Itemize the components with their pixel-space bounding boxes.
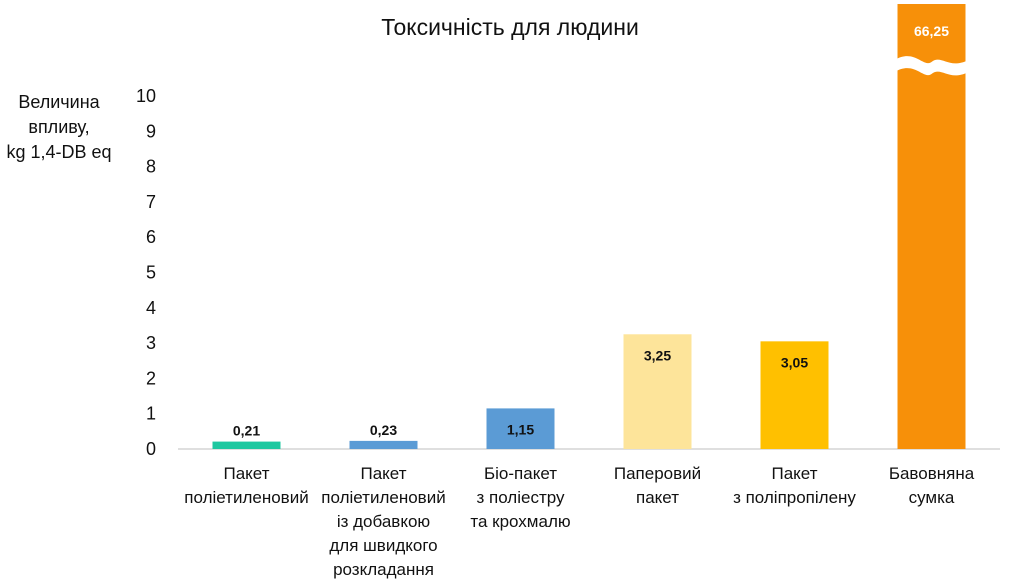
data-label: 0,23 [370, 422, 397, 438]
bar [623, 334, 692, 449]
data-label: 3,05 [781, 354, 808, 370]
axis-break-mark [894, 56, 969, 76]
bar [486, 408, 555, 449]
category-label-line: поліетиленовий [321, 488, 446, 507]
y-tick-label: 2 [146, 368, 156, 388]
bar [897, 4, 966, 449]
data-label: 1,15 [507, 421, 534, 437]
data-label: 3,25 [644, 347, 671, 363]
bar [760, 341, 829, 449]
y-tick-label: 1 [146, 404, 156, 424]
category-label: Пакет поліетиленовий [179, 462, 315, 510]
category-label-line: Пакет [223, 464, 270, 483]
y-tick-label: 10 [136, 86, 156, 106]
y-axis-label-line-2: впливу, [28, 117, 90, 137]
category-label-line: із добавкою [336, 512, 431, 531]
y-tick-label: 0 [146, 439, 156, 459]
category-label-line: Пакет [771, 464, 818, 483]
category-label-line: Пакет [360, 464, 407, 483]
category-label: Біо-пакет з поліестру та крохмалю [453, 462, 589, 534]
category-label-line: сумка [908, 488, 955, 507]
y-tick-label: 9 [146, 121, 156, 141]
category-label-line: поліетиленовий [184, 488, 309, 507]
category-label-line: та крохмалю [470, 512, 571, 531]
chart-title: Токсичність для людини [381, 14, 639, 40]
category-label-line: Бавовняна [888, 464, 975, 483]
bar [349, 440, 418, 449]
category-label: Пакет з поліпропілену [727, 462, 863, 510]
y-axis-label: Величина впливу, kg 1,4-DB eq [0, 90, 118, 165]
category-label-line: Паперовий [613, 464, 702, 483]
y-axis-label-line-3: kg 1,4-DB eq [6, 142, 112, 162]
category-label-line: з поліестру [476, 488, 565, 507]
data-label: 0,21 [233, 423, 260, 439]
y-tick-label: 3 [146, 333, 156, 353]
category-label: Бавовняна сумка [864, 462, 1000, 510]
category-label-line: Біо-пакет [483, 464, 557, 483]
category-label-line: розкладання [333, 560, 434, 579]
y-tick-label: 4 [146, 298, 156, 318]
y-axis-label-line-1: Величина [18, 92, 100, 112]
bar [212, 441, 281, 449]
category-label-line: для швидкого [329, 536, 438, 555]
category-label-line: з поліпропілену [733, 488, 856, 507]
category-label: Паперовий пакет [590, 462, 726, 510]
category-label-line: пакет [636, 488, 679, 507]
category-label: Пакет поліетиленовий із добавкою для швидко… [316, 462, 452, 582]
y-tick-label: 7 [146, 192, 156, 212]
y-tick-label: 8 [146, 157, 156, 177]
y-tick-label: 6 [146, 227, 156, 247]
data-label: 66,25 [914, 23, 949, 39]
y-tick-label: 5 [146, 263, 156, 283]
